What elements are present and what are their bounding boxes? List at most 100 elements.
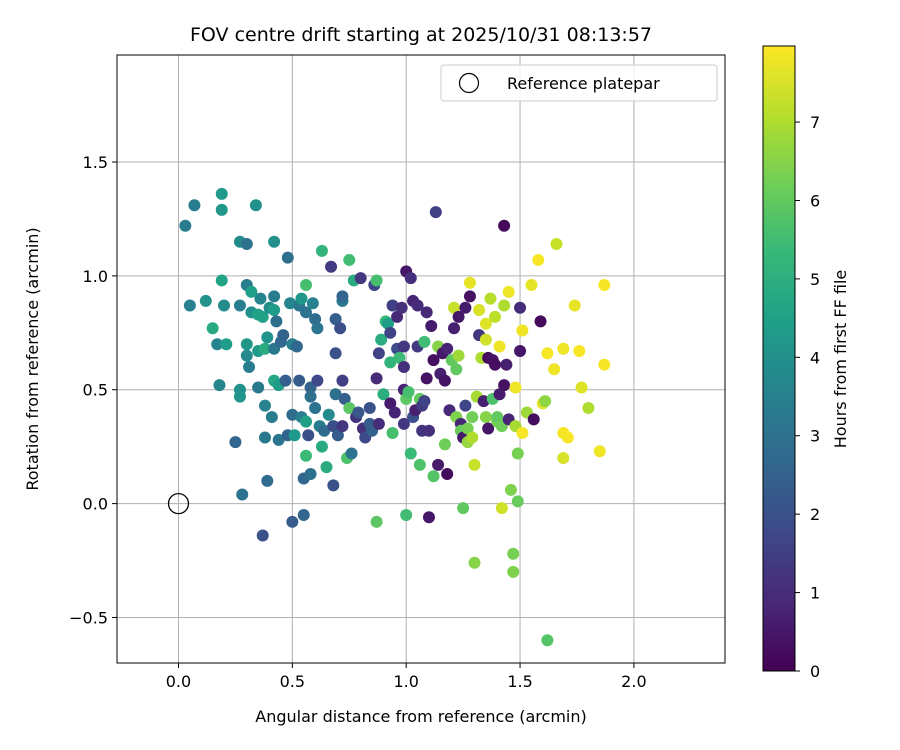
data-point — [215, 203, 228, 216]
data-point — [404, 272, 417, 285]
data-point — [418, 395, 431, 408]
data-point — [215, 187, 228, 200]
data-point — [448, 301, 461, 314]
data-point — [516, 427, 529, 440]
data-point — [468, 556, 481, 569]
data-point — [422, 424, 435, 437]
data-point — [300, 306, 313, 319]
data-point — [233, 390, 246, 403]
legend-reference-label: Reference platepar — [507, 74, 660, 93]
data-point — [370, 515, 383, 528]
data-point — [575, 381, 588, 394]
data-point — [336, 290, 349, 303]
data-point — [509, 381, 522, 394]
data-point — [466, 411, 479, 424]
data-point — [377, 388, 390, 401]
colorbar-tick-label: 5 — [810, 270, 820, 289]
plot-background — [117, 55, 725, 663]
data-point — [561, 431, 574, 444]
data-point — [493, 340, 506, 353]
data-point — [304, 390, 317, 403]
colorbar-gradient — [762, 45, 796, 672]
data-point — [320, 461, 333, 474]
data-point — [286, 408, 299, 421]
data-point — [183, 299, 196, 312]
data-point — [384, 397, 397, 410]
data-point — [370, 274, 383, 287]
data-point — [427, 354, 440, 367]
data-point — [511, 447, 524, 460]
data-point — [249, 199, 262, 212]
data-point — [327, 420, 340, 433]
data-point — [384, 356, 397, 369]
data-point — [507, 565, 520, 578]
data-point — [391, 310, 404, 323]
data-point — [461, 422, 474, 435]
data-point — [498, 219, 511, 232]
data-point — [334, 322, 347, 335]
data-point — [441, 467, 454, 480]
y-axis-label: Rotation from reference (arcmin) — [23, 227, 42, 490]
data-point — [259, 342, 272, 355]
data-point — [479, 317, 492, 330]
data-point — [491, 411, 504, 424]
data-point — [493, 388, 506, 401]
data-point — [598, 358, 611, 371]
data-point — [329, 347, 342, 360]
y-tick-label: −0.5 — [69, 608, 108, 627]
data-point — [306, 297, 319, 310]
data-point — [489, 310, 502, 323]
data-point — [397, 340, 410, 353]
data-point — [557, 452, 570, 465]
data-point — [438, 438, 451, 451]
data-point — [211, 338, 224, 351]
reference-platepar-marker — [167, 492, 190, 515]
data-point — [252, 381, 265, 394]
data-point — [254, 292, 267, 305]
colorbar-tick-label: 3 — [810, 427, 820, 446]
data-point — [277, 329, 290, 342]
x-axis-ticks: 0.0 0.5 1.0 1.5 2.0 — [166, 663, 647, 691]
data-point — [300, 278, 313, 291]
data-point — [236, 488, 249, 501]
data-point — [420, 372, 433, 385]
data-point — [573, 345, 586, 358]
data-point — [259, 431, 272, 444]
data-point — [452, 310, 465, 323]
data-point — [220, 338, 233, 351]
data-point — [295, 292, 308, 305]
data-point — [302, 429, 315, 442]
data-point — [240, 238, 253, 251]
data-point — [233, 299, 246, 312]
data-point — [479, 411, 492, 424]
data-point — [429, 206, 442, 219]
y-axis-ticks: −0.5 0.0 0.5 1.0 1.5 — [69, 153, 117, 627]
data-point — [448, 322, 461, 335]
data-point — [548, 363, 561, 376]
data-point — [370, 372, 383, 385]
data-point — [293, 374, 306, 387]
data-point — [345, 447, 358, 460]
data-point — [206, 322, 219, 335]
data-point — [557, 342, 570, 355]
data-point — [179, 219, 192, 232]
data-point — [318, 424, 331, 437]
data-point — [272, 433, 285, 446]
data-point — [279, 374, 292, 387]
x-tick-label: 1.5 — [507, 672, 532, 691]
data-point — [309, 313, 322, 326]
data-point — [420, 306, 433, 319]
data-points — [179, 187, 611, 647]
data-point — [514, 345, 527, 358]
data-point — [300, 415, 313, 428]
data-point — [199, 294, 212, 307]
data-point — [240, 338, 253, 351]
y-tick-label: 0.5 — [83, 381, 108, 400]
data-point — [516, 324, 529, 337]
x-tick-label: 1.0 — [393, 672, 418, 691]
data-point — [500, 358, 513, 371]
data-point — [243, 360, 256, 373]
data-point — [463, 290, 476, 303]
legend-reference-marker — [458, 72, 480, 94]
data-point — [352, 406, 365, 419]
